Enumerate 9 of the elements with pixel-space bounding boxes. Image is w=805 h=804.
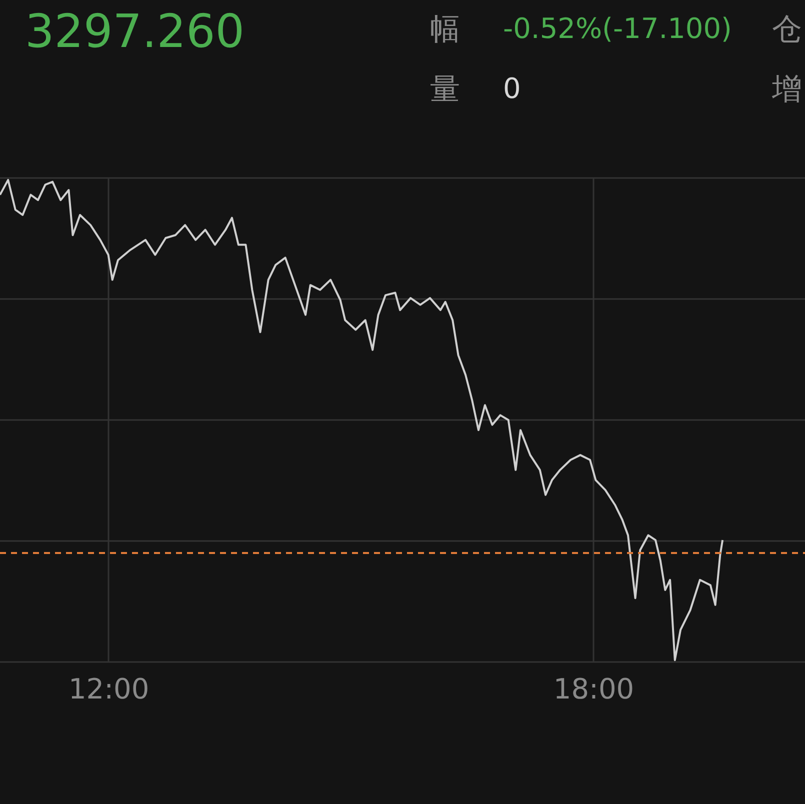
text: 量 [430, 72, 460, 107]
text: 增 [771, 72, 802, 107]
text: 3297.260 [25, 4, 244, 58]
text: 仓 [772, 12, 802, 47]
x-tick-label: 12:00 [68, 672, 150, 706]
text: 0 [503, 72, 521, 105]
text: -0.52%(-17.100) [503, 12, 732, 45]
text: 幅 [430, 12, 460, 47]
x-tick-label: 18:00 [553, 672, 634, 706]
